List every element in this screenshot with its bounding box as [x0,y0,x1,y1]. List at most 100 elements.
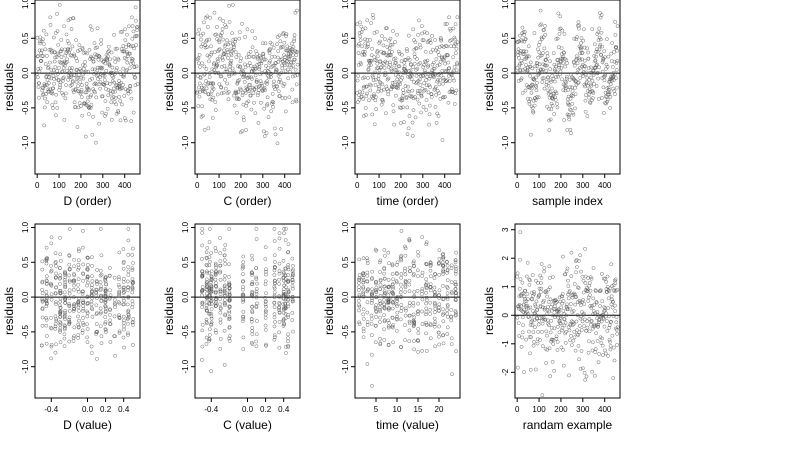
data-point [195,57,200,62]
data-point [609,294,614,299]
data-point [248,83,252,87]
data-point [215,57,220,62]
data-point [81,76,86,81]
data-point [515,70,520,75]
data-point [589,319,593,324]
data-point [412,315,417,320]
data-point [76,262,81,267]
data-point [71,339,76,343]
data-point [373,98,378,103]
data-point [126,316,130,321]
data-point [562,51,566,55]
data-point [357,276,362,281]
data-point [582,27,586,32]
data-point [421,38,426,43]
data-point [55,12,59,16]
data-point [76,336,80,340]
data-point [580,299,585,304]
data-point [538,53,543,58]
data-point [122,327,126,332]
data-point [205,256,209,261]
data-point [40,267,45,272]
data-point [452,35,457,40]
data-point [263,308,268,313]
data-point [562,312,567,316]
residual-plot-6: -0.4 0.0 0.2 0.4C (value)-1.0-0.50.00.51.0r… [162,221,301,432]
data-point [39,48,44,53]
data-point [49,297,54,302]
data-point [76,105,81,110]
data-point [383,72,388,77]
data-point [542,76,546,81]
data-point [216,38,221,43]
data-point [53,65,58,69]
data-point [262,134,267,138]
data-point [396,86,400,91]
data-point [432,75,436,80]
data-point [437,324,441,329]
data-point [421,65,425,69]
data-point [563,88,568,93]
data-point [386,301,391,306]
data-point [241,298,246,303]
data-point [282,287,286,291]
data-point [554,64,558,69]
data-point [361,317,366,321]
data-point [51,35,56,40]
data-point [209,274,214,279]
data-point [386,92,391,97]
data-point [283,55,287,59]
data-point [420,349,424,353]
data-point [517,55,521,60]
data-point [604,62,609,67]
data-point [131,323,135,327]
data-point [420,86,425,91]
data-point [532,340,536,344]
data-point [81,301,85,305]
y-axis-label: residuals [322,287,336,335]
data-point [539,280,543,285]
data-point [197,85,201,90]
data-point [229,51,233,56]
data-point [563,272,568,277]
data-point [214,289,218,294]
data-point [265,95,270,100]
data-point [222,277,227,282]
data-point [615,24,620,29]
data-point [202,64,207,69]
data-point [403,280,408,285]
y-tick-label: 1.0 [181,0,190,9]
data-point [555,105,560,110]
data-point [62,336,67,341]
data-point [72,100,77,105]
data-point [67,253,72,258]
data-point [85,275,90,280]
data-point [102,82,107,87]
data-point [92,41,97,45]
data-point [382,289,387,293]
data-point [594,289,598,293]
data-point [601,58,605,63]
data-point [277,271,282,276]
data-point [277,310,282,314]
data-point [291,299,296,303]
data-point [274,67,279,72]
data-point [437,296,442,300]
data-point [530,66,535,71]
data-point [544,79,549,84]
data-point [200,104,205,109]
data-point [67,41,71,46]
data-point [378,293,383,298]
data-point [589,322,593,327]
data-point [85,267,90,272]
data-point [272,265,277,269]
data-point [428,285,433,289]
data-point [263,57,268,62]
data-point [587,92,592,96]
data-point [420,31,425,36]
data-point [130,305,135,310]
data-point [596,38,601,42]
data-point [424,306,429,311]
data-point [600,69,605,74]
data-point [239,72,244,76]
